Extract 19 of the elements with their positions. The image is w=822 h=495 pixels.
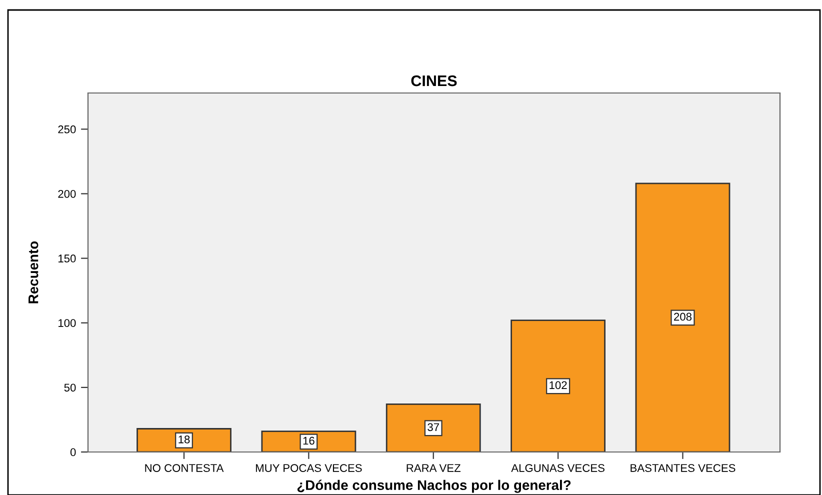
- y-tick-label: 100: [58, 319, 76, 327]
- x-tick-label: NO CONTESTA: [145, 464, 224, 472]
- y-tick-label: 150: [58, 254, 76, 262]
- chart-title: CINES: [411, 75, 457, 86]
- y-tick-label: 250: [58, 125, 76, 134]
- x-tick-label: BASTANTES VECES: [630, 464, 736, 472]
- y-tick-label: 50: [64, 384, 76, 392]
- y-tick-label: 200: [58, 190, 76, 198]
- x-tick-label: RARA VEZ: [406, 464, 461, 472]
- data-label: 102: [550, 381, 567, 390]
- data-label: 208: [674, 312, 692, 321]
- y-tick-label: 0: [70, 448, 76, 456]
- data-label: 16: [303, 436, 314, 445]
- x-tick-label: ALGUNAS VECES: [511, 464, 604, 472]
- data-label: 37: [428, 423, 439, 432]
- y-axis-title: Recuento: [28, 241, 38, 304]
- x-tick-label: MUY POCAS VECES: [256, 464, 362, 472]
- data-label: 18: [178, 435, 190, 444]
- x-axis-title: ¿Dónde consume Nachos por lo general?: [297, 480, 571, 493]
